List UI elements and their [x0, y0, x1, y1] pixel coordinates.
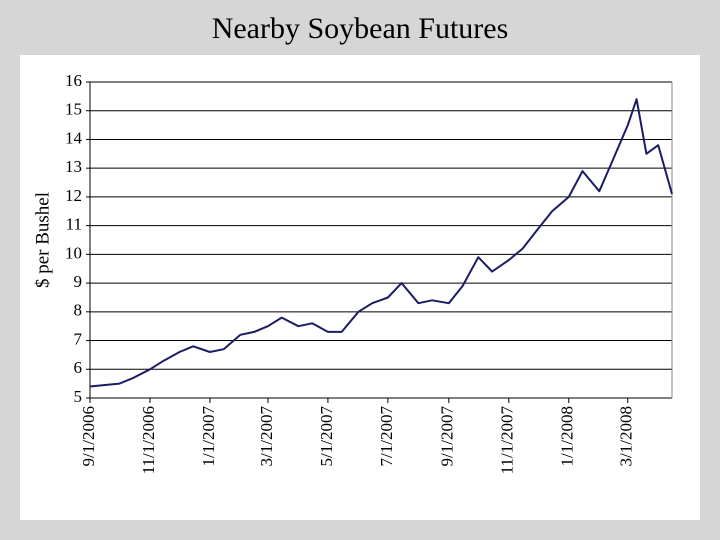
x-tick-label: 9/1/2006	[79, 406, 98, 466]
y-tick-label: 16	[65, 71, 82, 90]
chart-area	[20, 55, 700, 520]
y-tick-label: 14	[65, 128, 83, 147]
price-line	[89, 98, 673, 388]
x-tick-label: 7/1/2007	[377, 406, 396, 467]
y-tick-label: 12	[65, 186, 82, 205]
chart-title: Nearby Soybean Futures	[212, 12, 509, 45]
x-tick-label: 11/1/2006	[139, 406, 158, 474]
x-tick-label: 3/1/2008	[617, 406, 636, 466]
x-tick-label: 9/1/2007	[438, 406, 457, 467]
x-tick-label: 5/1/2007	[317, 406, 336, 467]
y-tick-label: 13	[65, 157, 82, 176]
y-tick-label: 7	[74, 329, 83, 348]
y-axis-label: $ per Bushel	[32, 192, 53, 288]
x-tick-label: 1/1/2008	[558, 406, 577, 466]
y-tick-label: 9	[74, 272, 83, 291]
y-tick-label: 5	[74, 387, 83, 406]
y-tick-label: 8	[74, 301, 83, 320]
x-tick-label: 11/1/2007	[498, 406, 517, 475]
y-tick-label: 10	[65, 243, 82, 262]
x-tick-label: 1/1/2007	[199, 406, 218, 467]
y-tick-label: 11	[66, 215, 82, 234]
y-tick-label: 6	[74, 358, 83, 377]
y-tick-label: 15	[65, 100, 82, 119]
x-tick-label: 3/1/2007	[257, 406, 276, 467]
